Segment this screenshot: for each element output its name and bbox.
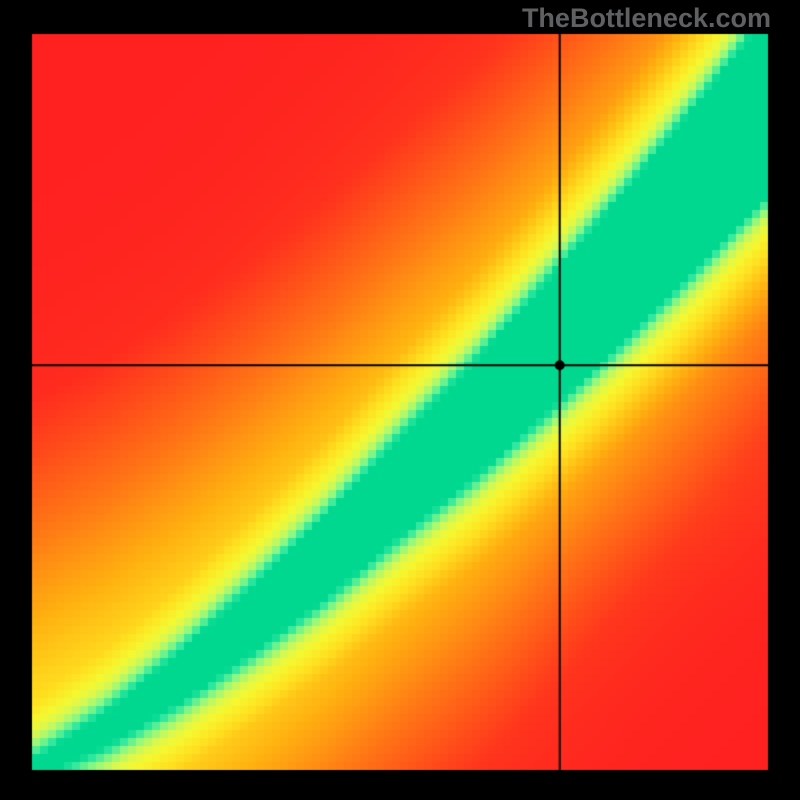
watermark-text: TheBottleneck.com <box>522 3 771 34</box>
bottleneck-heatmap <box>0 0 800 800</box>
chart-container: TheBottleneck.com <box>0 0 800 800</box>
